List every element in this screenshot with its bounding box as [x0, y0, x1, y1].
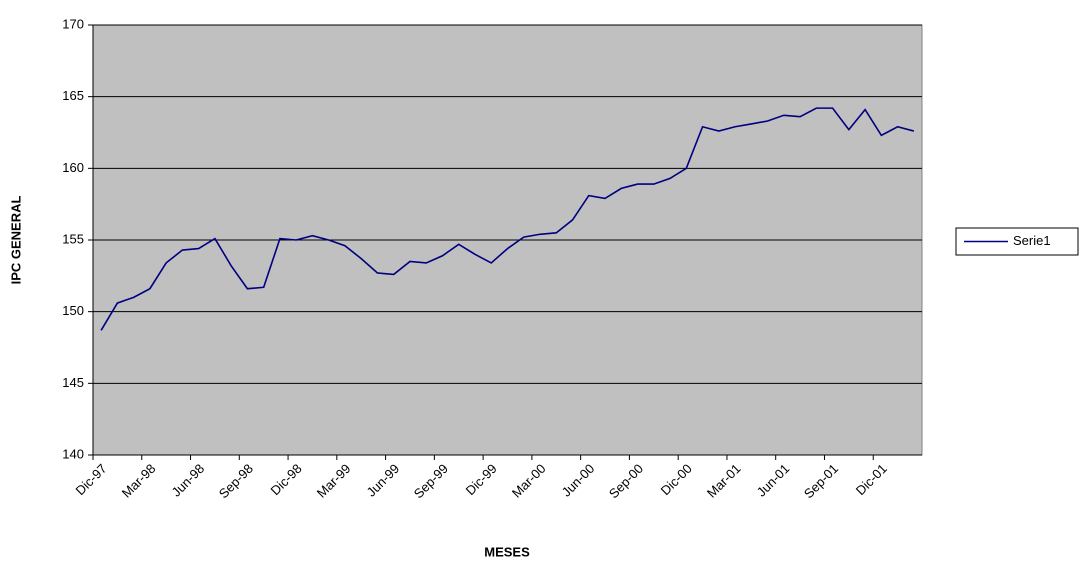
legend-label: Serie1 [1013, 233, 1051, 248]
x-axis-title: MESES [484, 544, 530, 559]
y-tick-label: 140 [62, 446, 84, 461]
x-tick-label: Sep-99 [411, 461, 451, 501]
x-tick-label: Jun-99 [364, 461, 403, 500]
x-tick-label: Dic-97 [73, 461, 110, 498]
y-tick-label: 155 [62, 231, 84, 246]
series-line [100, 107, 915, 331]
y-axis-title: IPC GENERAL [8, 196, 23, 285]
x-tick-label: Sep-01 [801, 461, 841, 501]
x-tick-label: Sep-00 [606, 461, 646, 501]
x-tick-label: Jun-00 [559, 461, 598, 500]
x-tick-label: Dic-00 [658, 461, 695, 498]
x-tick-label: Jun-98 [168, 461, 207, 500]
y-tick-label: 170 [62, 16, 84, 31]
x-tick-label: Sep-98 [216, 461, 256, 501]
x-tick-label: Dic-98 [268, 461, 305, 498]
y-tick-label: 165 [62, 88, 84, 103]
y-tick-label: 160 [62, 160, 84, 175]
y-tick-label: 145 [62, 375, 84, 390]
x-tick-label: Mar-98 [119, 461, 159, 501]
x-tick-label: Mar-01 [704, 461, 744, 501]
y-tick-label: 150 [62, 303, 84, 318]
x-tick-label: Jun-01 [754, 461, 793, 500]
x-tick-label: Dic-01 [853, 461, 890, 498]
x-tick-label: Mar-00 [509, 461, 549, 501]
x-tick-label: Mar-99 [314, 461, 354, 501]
x-tick-label: Dic-99 [463, 461, 500, 498]
